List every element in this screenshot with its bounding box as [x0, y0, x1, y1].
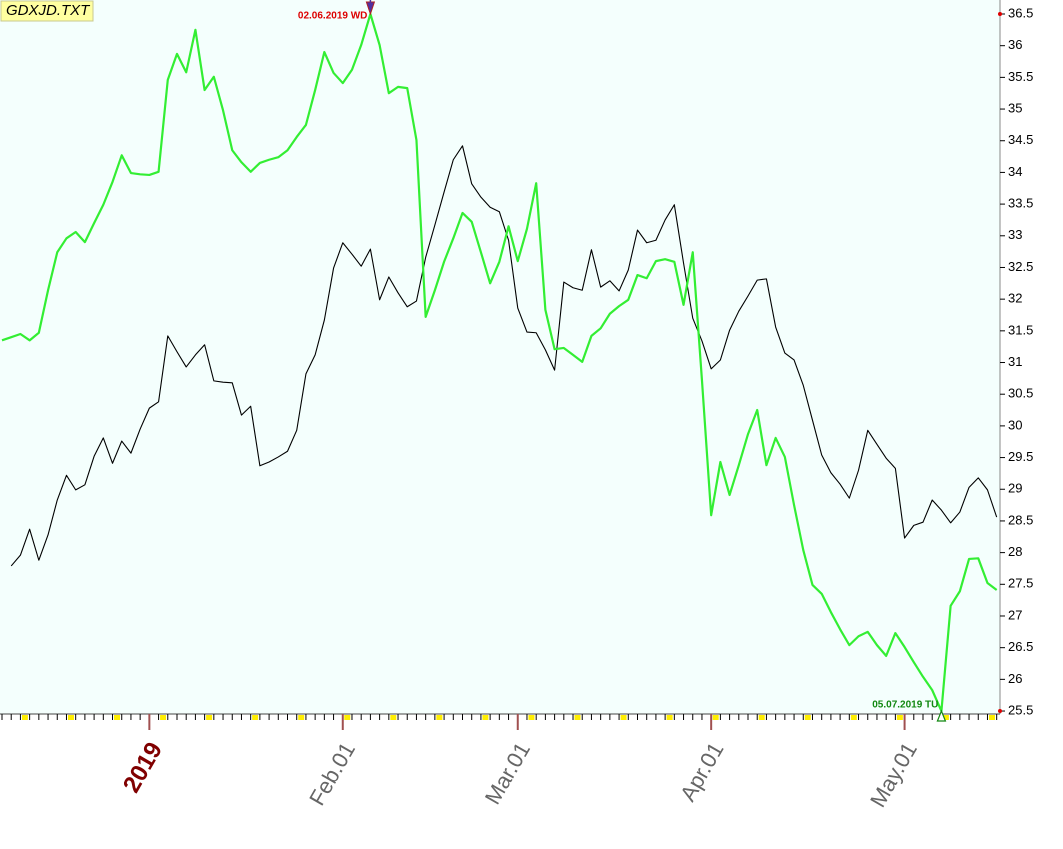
week-marker [482, 715, 489, 720]
week-marker [114, 715, 121, 720]
high-dot [998, 12, 1002, 17]
y-tick-label: 35 [1008, 100, 1022, 115]
y-tick-label: 29 [1008, 481, 1022, 496]
y-tick-label: 28.5 [1008, 512, 1033, 527]
y-tick-label: 25.5 [1008, 702, 1033, 717]
y-tick-label: 32 [1008, 291, 1022, 306]
y-tick-label: 33.5 [1008, 196, 1033, 211]
week-marker [666, 715, 673, 720]
y-tick-label: 26 [1008, 671, 1022, 686]
week-marker [850, 715, 857, 720]
y-tick-label: 36.5 [1008, 5, 1033, 20]
week-marker [436, 715, 443, 720]
y-tick-label: 30 [1008, 417, 1022, 432]
week-marker [67, 715, 74, 720]
y-tick-label: 35.5 [1008, 69, 1033, 84]
chart-title: GDXJD.TXT [6, 2, 91, 19]
week-marker [620, 715, 627, 720]
y-tick-label: 36 [1008, 37, 1022, 52]
week-marker [21, 715, 28, 720]
week-marker [896, 715, 903, 720]
y-tick-label: 32.5 [1008, 259, 1033, 274]
week-marker [574, 715, 581, 720]
week-marker [344, 715, 351, 720]
week-marker [390, 715, 397, 720]
y-tick-label: 26.5 [1008, 639, 1033, 654]
plot-background [0, 0, 1000, 714]
week-marker [206, 715, 213, 720]
y-tick-label: 30.5 [1008, 386, 1033, 401]
week-marker [252, 715, 259, 720]
y-tick-label: 34.5 [1008, 132, 1033, 147]
y-tick-label: 33 [1008, 227, 1022, 242]
x-tick-label: Feb.01 [304, 738, 360, 810]
week-marker [942, 715, 949, 720]
series-line [10, 145, 998, 567]
x-tick-label: Mar.01 [480, 738, 535, 809]
y-tick-label: 27.5 [1008, 576, 1033, 591]
x-tick-label: May.01 [865, 738, 922, 812]
y-tick-label: 34 [1008, 164, 1022, 179]
y-tick-label: 31.5 [1008, 322, 1033, 337]
y-tick-label: 29.5 [1008, 449, 1033, 464]
week-marker [160, 715, 167, 720]
annotation: 05.07.2019 TU [872, 700, 938, 711]
week-marker [758, 715, 765, 720]
low-dot [998, 709, 1002, 714]
y-tick-label: 28 [1008, 544, 1022, 559]
week-marker [298, 715, 305, 720]
week-marker [712, 715, 719, 720]
y-tick-label: 31 [1008, 354, 1022, 369]
title-box [0, 0, 94, 22]
x-tick-label: 2019 [118, 738, 168, 798]
week-marker [804, 715, 811, 720]
week-marker [528, 715, 535, 720]
y-tick-label: 27 [1008, 607, 1022, 622]
week-marker [988, 715, 995, 720]
x-tick-label: Apr.01 [675, 738, 728, 806]
low-marker [936, 709, 947, 722]
annotation: 02.06.2019 WD [298, 11, 368, 22]
series-line [1, 12, 998, 713]
